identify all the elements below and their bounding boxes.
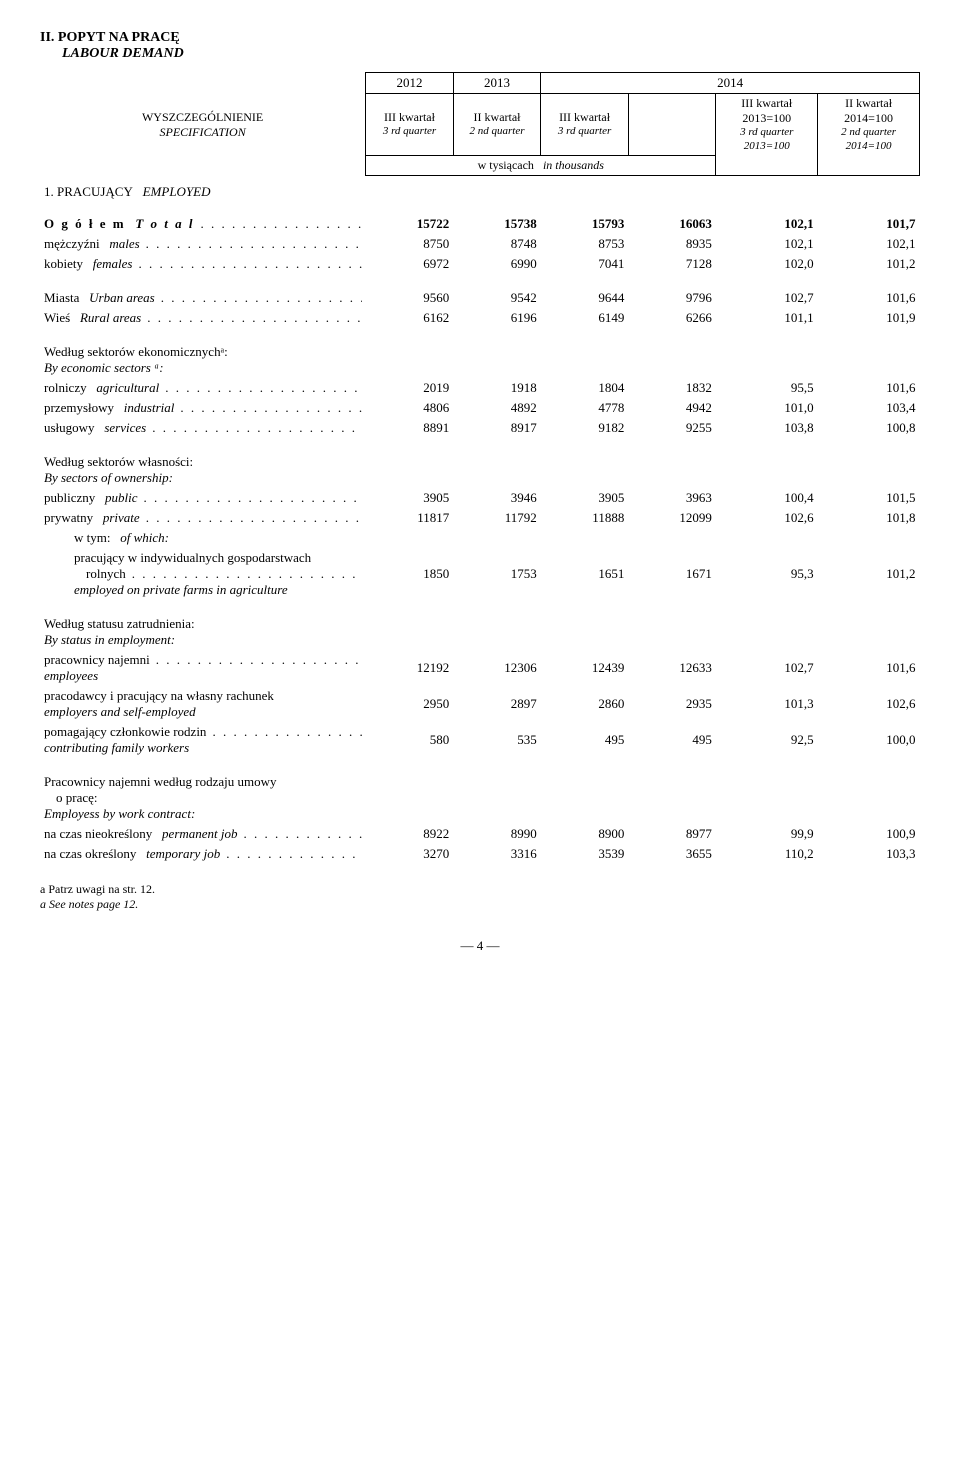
contract-head: Pracownicy najemni według rodzaju umowy … (40, 772, 920, 824)
sec1-en: EMPLOYED (143, 184, 211, 199)
specification-header: WYSZCZEGÓLNIENIE SPECIFICATION (40, 94, 366, 156)
row-rural: Wieś Rural areas 6162619661496266101,110… (40, 308, 920, 328)
spec-pl: WYSZCZEGÓLNIENIE (44, 110, 361, 125)
row-private: prywatny private 11817117921188812099102… (40, 508, 920, 528)
row-females: kobiety females 6972699070417128102,0101… (40, 254, 920, 274)
col2: II kwartał 2 nd quarter (453, 94, 541, 156)
econ-head: Według sektorów ekonomicznychᵃ: By econo… (40, 342, 920, 378)
units-cell: w tysiącach in thousands (366, 156, 716, 176)
col1: III kwartał 3 rd quarter (366, 94, 454, 156)
row-public: publiczny public 3905394639053963100,410… (40, 488, 920, 508)
row-self: pracodawcy i pracujący na własny rachune… (40, 686, 920, 722)
row-temp: na czas określony temporary job 32703316… (40, 844, 920, 864)
year-2012: 2012 (366, 73, 454, 94)
footnote-a-en: a See notes page 12. (40, 897, 920, 912)
header-columns-row: WYSZCZEGÓLNIENIE SPECIFICATION III kwart… (40, 94, 920, 156)
header-years-row: 2012 2013 2014 (40, 73, 920, 94)
row-serv: usługowy services 8891891791829255103,81… (40, 418, 920, 438)
status-head: Według statusu zatrudnienia: By status i… (40, 614, 920, 650)
year-2013: 2013 (453, 73, 541, 94)
col5: II kwartał 2014=100 2 nd quarter 2014=10… (818, 94, 920, 156)
section-header: II. POPYT NA PRACĘ LABOUR DEMAND (40, 30, 920, 62)
section-1-row: 1. PRACUJĄCY EMPLOYED (40, 176, 920, 214)
page-number: — 4 — (40, 938, 920, 954)
footnote-a-pl: a Patrz uwagi na str. 12. (40, 882, 920, 897)
row-perm: na czas nieokreślony permanent job 89228… (40, 824, 920, 844)
header-units-row: w tysiącach in thousands (40, 156, 920, 176)
row-indu: przemysłowy industrial 48064892477849421… (40, 398, 920, 418)
year-2014: 2014 (541, 73, 920, 94)
row-ofwhich: w tym: of which: (40, 528, 920, 548)
own-head: Według sektorów własności: By sectors of… (40, 452, 920, 488)
row-urban: Miasta Urban areas 9560954296449796102,7… (40, 288, 920, 308)
section-subtitle: LABOUR DEMAND (62, 46, 920, 62)
spec-en: SPECIFICATION (44, 125, 361, 140)
row-fam: pomagający członkowie rodzin contributin… (40, 722, 920, 758)
row-males: mężczyźni males 8750874887538935102,1102… (40, 234, 920, 254)
col3b (628, 94, 716, 156)
col4: III kwartał 2013=100 3 rd quarter 2013=1… (716, 94, 818, 156)
sec1-pl: 1. PRACUJĄCY (44, 184, 133, 199)
footnotes: a Patrz uwagi na str. 12. a See notes pa… (40, 882, 920, 912)
data-table: 2012 2013 2014 WYSZCZEGÓLNIENIE SPECIFIC… (40, 72, 920, 864)
row-agri: rolniczy agricultural 201919181804183295… (40, 378, 920, 398)
col3: III kwartał 3 rd quarter (541, 94, 629, 156)
row-total: O g ó ł e m T o t a l 15722 15738 15793 … (40, 214, 920, 234)
row-privfarm: pracujący w indywidualnych gospodarstwac… (40, 548, 920, 600)
row-employees: pracownicy najemni employees 12192123061… (40, 650, 920, 686)
section-title: II. POPYT NA PRACĘ (40, 30, 920, 46)
